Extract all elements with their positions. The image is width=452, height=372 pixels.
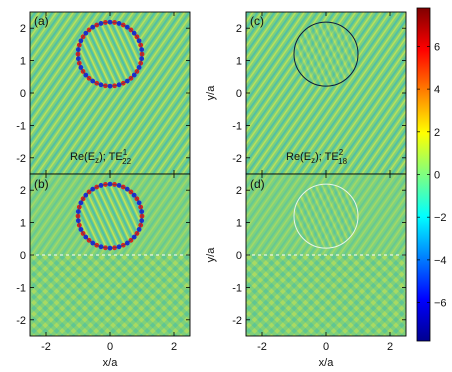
y-tick-label: 1: [236, 218, 242, 230]
y-tick-label: -1: [232, 120, 242, 132]
colorbar-tick-label: 4: [434, 84, 440, 96]
panel-c: -2 -1 0 1 2: [232, 11, 407, 175]
panel-label-c: (c): [250, 14, 264, 28]
x-tick-label: 2: [387, 341, 393, 353]
y-tick-label: 0: [236, 250, 242, 262]
xlabel-left: x/a: [103, 357, 119, 369]
x-tick-label: 2: [171, 341, 177, 353]
colorbar-tick-label: 2: [434, 127, 440, 139]
scatterer-interior: [78, 22, 142, 87]
scatterer-interior: [294, 22, 358, 87]
y-tick-label: -2: [232, 315, 242, 327]
ylabel-bottom-right: y/a: [205, 247, 217, 263]
y-tick-label: -1: [232, 282, 242, 294]
scatterer-boundary: [77, 183, 143, 249]
colorbar-tick-label: 6: [434, 41, 440, 53]
annotation-a: Re(Ez); TE1 22: [70, 148, 132, 166]
x-tick-label: 0: [323, 341, 329, 353]
panel-label-b: (b): [34, 177, 49, 191]
field-lower: [246, 255, 406, 336]
scatterer-boundary: [293, 183, 359, 249]
scatterer-interior: [294, 184, 358, 249]
panel-b: -2 -1 0 1 2 -2 0 2: [16, 173, 191, 353]
y-tick-label: -1: [16, 120, 26, 132]
colorbar: 6 4 2 0 −2 −4 −6: [416, 7, 447, 342]
colorbar-tick-label: −6: [434, 298, 447, 310]
y-tick-label: 2: [236, 185, 242, 197]
colorbar-tick-label: −4: [434, 255, 447, 267]
y-tick-label: 0: [20, 250, 26, 262]
colorbar-tick-label: 0: [434, 170, 440, 182]
panel-d: -2 -1 0 1 2 -2 0 2: [232, 173, 407, 353]
y-tick-label: 2: [236, 23, 242, 35]
panel-label-a: (a): [34, 14, 49, 28]
xlabel-right: x/a: [319, 357, 335, 369]
panel-a: -2 -1 0 1 2: [16, 11, 191, 175]
y-tick-label: 1: [20, 56, 26, 68]
y-tick-label: -2: [232, 153, 242, 165]
y-tick-label: 2: [20, 23, 26, 35]
y-tick-label: 1: [20, 218, 26, 230]
y-tick-label: 0: [20, 88, 26, 100]
x-tick-label: 0: [107, 341, 113, 353]
x-tick-label: -2: [41, 341, 51, 353]
x-tick-label: -2: [257, 341, 267, 353]
y-tick-label: 0: [236, 88, 242, 100]
scatterer-boundary: [77, 21, 143, 87]
panel-label-d: (d): [250, 177, 265, 191]
y-tick-label: -2: [16, 315, 26, 327]
scatterer-boundary: [293, 21, 359, 87]
y-tick-label: 1: [236, 56, 242, 68]
y-tick-label: -1: [16, 282, 26, 294]
scatterer-interior: [78, 184, 142, 249]
annotation-c: Re(Ez); TE2 18: [286, 148, 348, 166]
ylabel-top-right: y/a: [205, 85, 217, 101]
y-tick-label: 2: [20, 185, 26, 197]
y-tick-label: -2: [16, 153, 26, 165]
field-lower: [30, 255, 190, 336]
colorbar-tick-label: −2: [434, 212, 447, 224]
